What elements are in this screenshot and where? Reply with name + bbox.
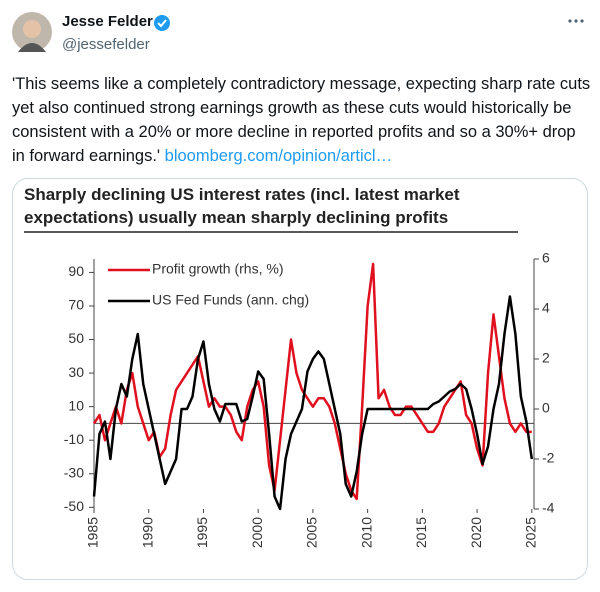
chart: Sharply declining US interest rates (inc… bbox=[24, 185, 555, 548]
y-tick-label: 30 bbox=[68, 364, 84, 380]
avatar[interactable] bbox=[12, 12, 52, 52]
image-card[interactable]: Sharply declining US interest rates (inc… bbox=[12, 178, 588, 580]
verified-badge bbox=[154, 15, 170, 31]
y2-tick-label: 0 bbox=[542, 400, 550, 416]
link[interactable]: bloomberg.com/opinion/articl… bbox=[164, 147, 393, 165]
y2-tick-label: 2 bbox=[542, 350, 550, 366]
more-menu[interactable] bbox=[566, 16, 586, 26]
author[interactable]: Jesse Felder bbox=[62, 13, 153, 30]
x-tick-label: 2020 bbox=[468, 517, 484, 548]
x-tick-label: 2005 bbox=[304, 517, 320, 548]
series-line bbox=[92, 295, 534, 511]
x-tick-label: 1985 bbox=[85, 517, 101, 548]
x-tick-label: 2025 bbox=[523, 517, 539, 548]
y-tick-label: -10 bbox=[64, 431, 84, 447]
y2-tick-label: -2 bbox=[542, 450, 555, 466]
y2-tick-label: 4 bbox=[542, 300, 550, 316]
x-tick-label: 2000 bbox=[249, 517, 265, 548]
y-tick-label: -30 bbox=[64, 464, 84, 480]
y-tick-label: -50 bbox=[64, 498, 84, 514]
y2-tick-label: 6 bbox=[542, 250, 550, 266]
legend-label: US Fed Funds (ann. chg) bbox=[152, 292, 309, 308]
y-tick-label: 70 bbox=[68, 297, 84, 313]
x-tick-label: 1990 bbox=[139, 517, 155, 548]
chart-title: Sharply declining US interest rates (inc… bbox=[24, 185, 460, 227]
y-tick-label: 10 bbox=[68, 397, 84, 413]
handle[interactable]: @jessefelder bbox=[62, 36, 150, 53]
post-text: 'This seems like a completely contradict… bbox=[12, 72, 592, 168]
x-tick-label: 2010 bbox=[358, 517, 374, 548]
y-tick-label: 90 bbox=[68, 263, 84, 279]
legend-label: Profit growth (rhs, %) bbox=[152, 261, 283, 277]
x-tick-label: 1995 bbox=[194, 517, 210, 548]
post-body: 'This seems like a completely contradict… bbox=[12, 75, 591, 165]
y2-tick-label: -4 bbox=[542, 500, 555, 516]
y-tick-label: 50 bbox=[68, 330, 84, 346]
x-tick-label: 2015 bbox=[413, 517, 429, 548]
